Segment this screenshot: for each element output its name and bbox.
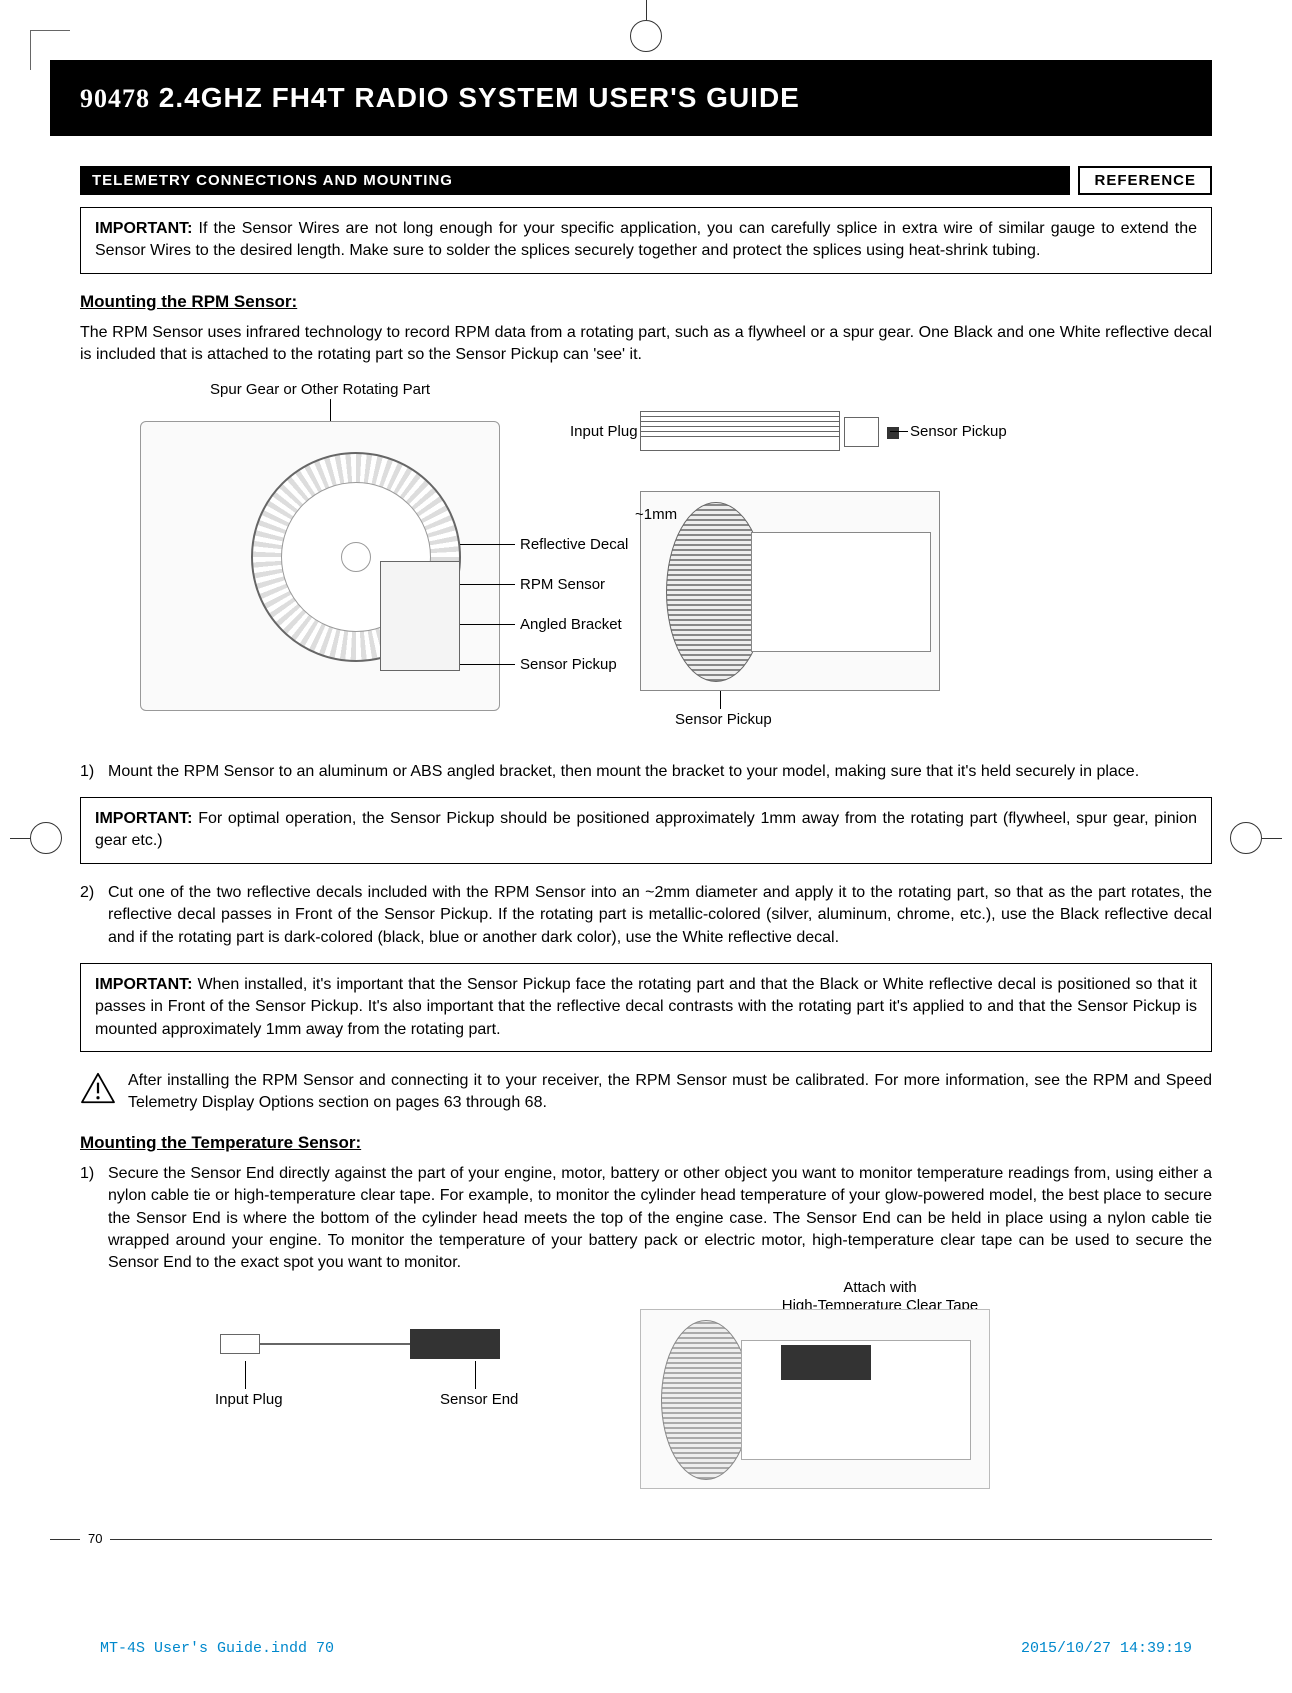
rpm-diagram: Spur Gear or Other Rotating Part Reflect… <box>80 381 1212 741</box>
label-reflective-decal: Reflective Decal <box>520 536 628 553</box>
important-text: When installed, it's important that the … <box>95 976 1197 1038</box>
warning-icon <box>80 1072 116 1104</box>
label-angled-bracket: Angled Bracket <box>520 616 622 633</box>
important-text: If the Sensor Wires are not long enough … <box>95 220 1197 259</box>
temp-step-1: 1) Secure the Sensor End directly agains… <box>80 1163 1212 1275</box>
label-sensor-pickup-3: Sensor Pickup <box>675 711 772 728</box>
label-attach-1: Attach with <box>780 1279 980 1296</box>
temp-diagram: Attach with High-Temperature Clear Tape … <box>80 1289 1212 1509</box>
rpm-heading: Mounting the RPM Sensor: <box>80 292 1212 312</box>
label-input-plug-2: Input Plug <box>215 1391 283 1408</box>
label-rpm-sensor: RPM Sensor <box>520 576 605 593</box>
label-sensor-end: Sensor End <box>440 1391 518 1408</box>
label-input-plug: Input Plug <box>570 423 638 440</box>
rpm-bracket-illustration <box>380 561 460 671</box>
step-num: 2) <box>80 882 108 949</box>
important-label: IMPORTANT: <box>95 810 192 827</box>
step-1: 1) Mount the RPM Sensor to an aluminum o… <box>80 761 1212 783</box>
title-prefix: 90478 <box>80 84 150 113</box>
label-dim: ~1mm <box>635 506 677 523</box>
important-box-2: IMPORTANT: For optimal operation, the Se… <box>80 797 1212 864</box>
step-text: Cut one of the two reflective decals inc… <box>108 882 1212 949</box>
step-num: 1) <box>80 1163 108 1275</box>
section-header: TELEMETRY CONNECTIONS AND MOUNTING <box>80 166 1070 195</box>
important-label: IMPORTANT: <box>95 220 192 237</box>
motor-illustration <box>640 491 940 691</box>
label-sensor-pickup-2: Sensor Pickup <box>910 423 1007 440</box>
temp-heading: Mounting the Temperature Sensor: <box>80 1133 1212 1153</box>
warning-row: After installing the RPM Sensor and conn… <box>80 1070 1212 1115</box>
step-text: Mount the RPM Sensor to an aluminum or A… <box>108 761 1139 783</box>
important-text: For optimal operation, the Sensor Pickup… <box>95 810 1197 849</box>
page-number: 70 <box>80 1531 110 1546</box>
reference-badge: REFERENCE <box>1078 166 1212 195</box>
step-text: Secure the Sensor End directly against t… <box>108 1163 1212 1275</box>
label-sensor-pickup-1: Sensor Pickup <box>520 656 617 673</box>
step-2: 2) Cut one of the two reflective decals … <box>80 882 1212 949</box>
print-footer: MT-4S User's Guide.indd 70 2015/10/27 14… <box>0 1580 1292 1677</box>
label-spur: Spur Gear or Other Rotating Part <box>210 381 430 398</box>
rpm-intro: The RPM Sensor uses infrared technology … <box>80 322 1212 367</box>
footer-left: MT-4S User's Guide.indd 70 <box>100 1640 334 1657</box>
warning-text: After installing the RPM Sensor and conn… <box>128 1070 1212 1115</box>
important-label: IMPORTANT: <box>95 976 192 993</box>
temp-motor-illustration <box>640 1309 990 1489</box>
important-box-3: IMPORTANT: When installed, it's importan… <box>80 963 1212 1052</box>
footer-right: 2015/10/27 14:39:19 <box>1021 1640 1192 1657</box>
important-box-1: IMPORTANT: If the Sensor Wires are not l… <box>80 207 1212 274</box>
title-main: 2.4GHZ FH4T RADIO SYSTEM USER'S GUIDE <box>159 82 800 113</box>
page-footer-line: 70 <box>50 1539 1212 1540</box>
title-bar: 90478 2.4GHZ FH4T RADIO SYSTEM USER'S GU… <box>50 60 1212 136</box>
sensor-wire-illustration <box>220 1329 500 1359</box>
step-num: 1) <box>80 761 108 783</box>
